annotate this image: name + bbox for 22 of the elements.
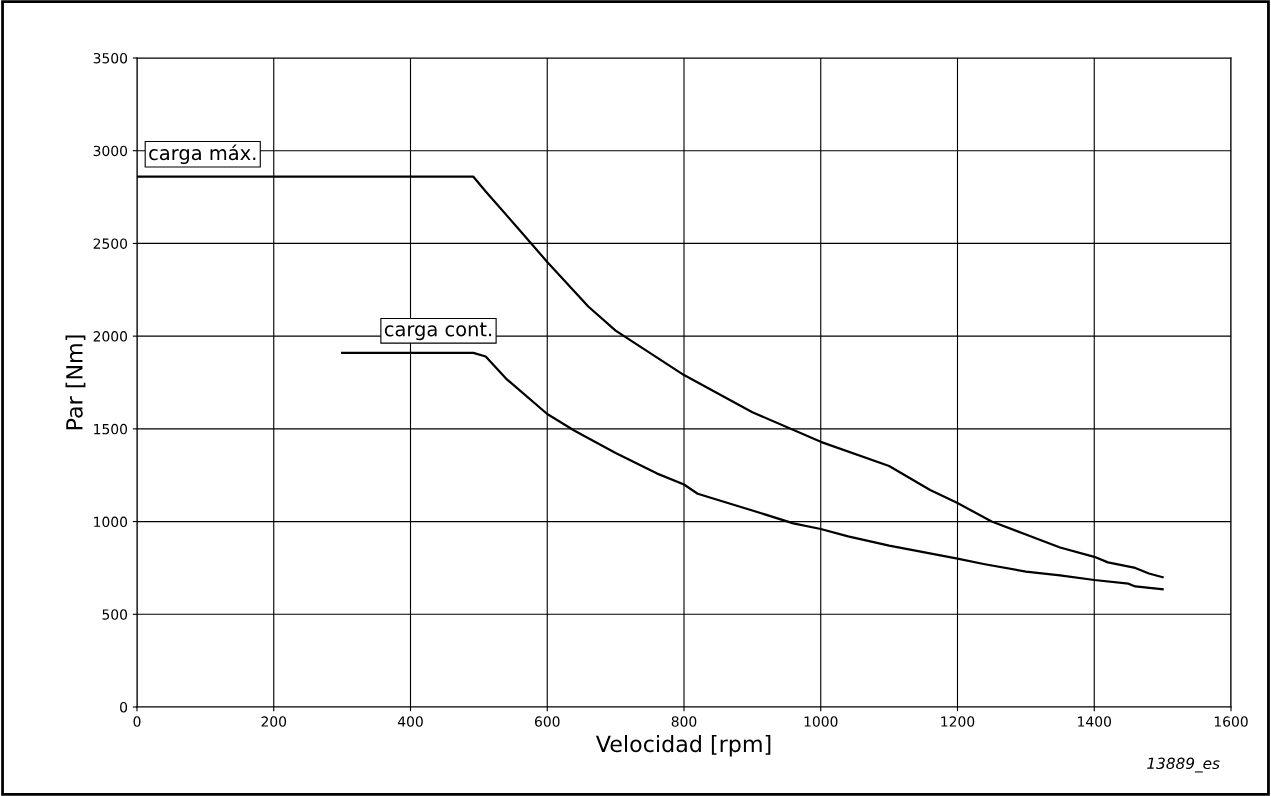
text: 13889_es xyxy=(1147,757,1220,773)
x-tick-label: 1200 xyxy=(941,716,975,727)
y-tick-label: 3000 xyxy=(93,145,128,157)
series-label: carga cont. xyxy=(384,322,492,341)
x-tick-label: 1400 xyxy=(1078,716,1111,727)
y-tick-label: 3500 xyxy=(93,52,128,64)
y-tick-label: 1500 xyxy=(94,423,128,435)
y-tick-label: 2500 xyxy=(93,238,128,249)
x-tick-label: 600 xyxy=(534,716,560,727)
y-tick-label: 0 xyxy=(120,701,128,713)
x-tick-label: 1600 xyxy=(1214,716,1248,727)
y-axis-title: Par [Nm] xyxy=(65,335,86,430)
x-tick-label: 200 xyxy=(261,716,287,727)
x-tick-label: 800 xyxy=(671,716,697,727)
x-tick-label: 0 xyxy=(133,716,141,727)
series-label: carga máx. xyxy=(149,144,256,165)
x-tick-label: 400 xyxy=(397,716,423,727)
y-tick-label: 1000 xyxy=(94,516,128,528)
y-tick-label: 2000 xyxy=(93,331,128,342)
x-axis-title: Velocidad [rpm] xyxy=(595,735,771,757)
y-tick-label: 500 xyxy=(102,609,128,620)
x-tick-label: 1000 xyxy=(804,716,838,727)
